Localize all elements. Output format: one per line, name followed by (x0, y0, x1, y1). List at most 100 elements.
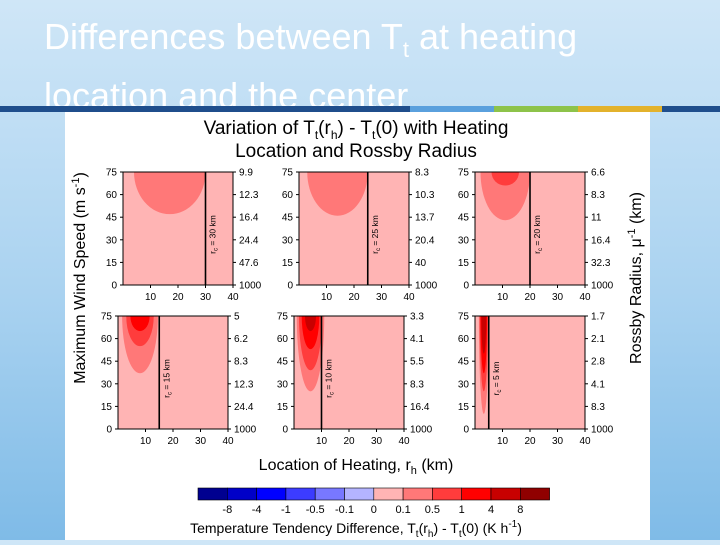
y-tick-label: 0 (282, 425, 288, 436)
colorbar-swatch (432, 487, 462, 501)
rc-label-value: = 20 km (532, 215, 542, 248)
x-tick-label: 20 (343, 436, 355, 447)
rc-label-value: = 15 km (161, 359, 171, 392)
y2-tick-label: 2.8 (591, 357, 605, 368)
y2-tick-label: 32.3 (591, 258, 611, 269)
y2-tick-label: 1000 (410, 425, 433, 436)
y2-tick-label: 24.4 (239, 235, 259, 246)
y-tick-label: 15 (101, 402, 113, 413)
x-tick-label: 10 (140, 436, 152, 447)
y-tick-label: 60 (458, 190, 470, 201)
x-tick-label: 40 (398, 436, 410, 447)
colorbar-swatch (461, 487, 492, 501)
colorbar-label: -0.1 (335, 504, 354, 516)
y-axis-label: Maximum Wind Speed (m s-1) (70, 172, 89, 384)
rc-label-r: r (324, 395, 334, 398)
panel-5: rc = 10 km 0 1000 15 16.4 30 8.3 45 5.5 60 4.1 75 3.… (277, 312, 433, 448)
y-tick-label: 15 (277, 402, 289, 413)
colorbar-swatch (285, 487, 316, 501)
colorbar-title: Temperature Tendency Difference, Tt(rh) … (190, 519, 522, 540)
y2-tick-label: 47.6 (239, 258, 259, 269)
y2-tick-label: 1000 (591, 281, 614, 292)
y-tick-label: 15 (458, 402, 470, 413)
y-tick-label: 75 (101, 312, 113, 323)
x-tick-label: 10 (497, 292, 509, 303)
y2-tick-label: 1000 (234, 425, 257, 436)
panel-1: rc = 30 km 0 1000 15 47.6 30 24.4 45 16.4 60 12.3 7… (106, 168, 262, 304)
accent-stripe (0, 106, 720, 112)
x-tick-label: 10 (145, 292, 157, 303)
colorbar-swatch (197, 487, 228, 501)
x-tick-label: 40 (222, 436, 234, 447)
stripe-seg-3 (494, 106, 578, 112)
x-tick-label: 20 (172, 292, 184, 303)
x-tick-label: 40 (579, 292, 591, 303)
rc-label: rc = 10 km (324, 359, 336, 398)
y-tick-label: 60 (106, 190, 118, 201)
y2-tick-label: 8.3 (591, 190, 605, 201)
colorbar-swatch (256, 487, 287, 501)
x-tick-label: 40 (403, 292, 415, 303)
rc-label-r: r (208, 251, 218, 254)
y-tick-label: 60 (282, 190, 294, 201)
rc-label: rc = 15 km (161, 359, 173, 398)
y2-tick-label: 40 (415, 258, 427, 269)
y-tick-label: 75 (277, 312, 289, 323)
y2-tick-label: 9.9 (239, 168, 253, 179)
x-tick-label: 10 (321, 292, 333, 303)
y2-tick-label: 2.1 (591, 334, 605, 345)
y2-tick-label: 1000 (239, 281, 262, 292)
y2-tick-label: 13.7 (415, 213, 435, 224)
slide-title: Differences between Tt at heating locati… (44, 14, 704, 119)
x-tick-label: 30 (552, 436, 564, 447)
y-tick-label: 0 (111, 281, 117, 292)
y2-tick-label: 8.3 (591, 402, 605, 413)
x-tick-label: 20 (524, 436, 536, 447)
y-tick-label: 15 (282, 258, 294, 269)
colorbar-label: -4 (252, 504, 262, 516)
stripe-seg-2 (410, 106, 494, 112)
y2-tick-label: 16.4 (239, 213, 259, 224)
panel-regions (296, 316, 325, 392)
colorbar-label: -8 (222, 504, 232, 516)
y2-tick-label: 3.3 (410, 312, 424, 323)
y2-tick-label: 1.7 (591, 312, 605, 323)
y2-tick-label: 6.6 (591, 168, 605, 179)
y2-tick-label: 20.4 (415, 235, 435, 246)
rc-label-sub: c (167, 392, 173, 395)
y2-tick-label: 10.3 (415, 190, 435, 201)
y2-axis-label: Rossby Radius, μ-1 (km) (626, 192, 645, 364)
y2-tick-label: 4.1 (410, 334, 424, 345)
panel-6: rc = 5 km 0 1000 15 8.3 30 4.1 45 2.8 60 2.1 75 1.7 1… (458, 312, 614, 448)
y-tick-label: 60 (101, 334, 113, 345)
panel-3: rc = 20 km 0 1000 15 32.3 30 16.4 45 11 60 8.3 75 6.… (458, 168, 614, 304)
rc-label-r: r (161, 395, 171, 398)
rc-label: rc = 25 km (370, 215, 382, 254)
x-tick-label: 30 (376, 292, 388, 303)
y-tick-label: 75 (458, 168, 470, 179)
y-tick-label: 45 (458, 357, 470, 368)
contour-region-0-5 (307, 172, 368, 216)
x-tick-label: 20 (524, 292, 536, 303)
panel-regions (307, 172, 368, 216)
x-tick-label: 30 (371, 436, 383, 447)
y-tick-label: 30 (458, 235, 470, 246)
colorbar-label: 8 (517, 504, 523, 516)
y2-tick-label: 12.3 (239, 190, 259, 201)
contour-region-1 (491, 172, 519, 186)
rc-label-value: = 10 km (324, 359, 334, 392)
y-tick-label: 75 (458, 312, 470, 323)
colorbar-label: -0.5 (306, 504, 325, 516)
stripe-seg-5 (662, 106, 720, 112)
stripe-seg-1 (0, 106, 410, 112)
x-tick-label: 30 (195, 436, 207, 447)
colorbar-label: -1 (281, 504, 291, 516)
contour-region-8 (305, 316, 316, 332)
y2-tick-label: 6.2 (234, 334, 248, 345)
x-tick-label: 10 (497, 436, 509, 447)
y-tick-label: 15 (106, 258, 118, 269)
colorbar: -8 -4 -1 -0.5 -0.1 0 0.1 0.5 1 4 8 (197, 487, 550, 516)
x-tick-label: 20 (167, 436, 179, 447)
rc-label-r: r (491, 392, 501, 395)
